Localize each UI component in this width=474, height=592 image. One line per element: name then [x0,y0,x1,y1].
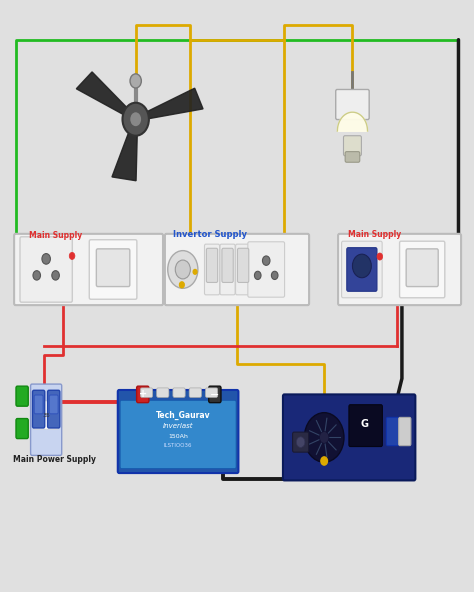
Circle shape [272,271,278,279]
FancyBboxPatch shape [209,386,221,403]
Circle shape [52,271,59,280]
Text: ILSTIOO36: ILSTIOO36 [164,443,192,448]
FancyBboxPatch shape [120,400,236,469]
Circle shape [321,457,328,465]
FancyBboxPatch shape [283,394,415,481]
FancyBboxPatch shape [33,390,45,428]
FancyBboxPatch shape [165,234,309,305]
Circle shape [130,74,141,88]
Circle shape [255,271,261,279]
FancyBboxPatch shape [205,388,218,397]
FancyBboxPatch shape [206,248,218,282]
Polygon shape [76,72,128,115]
Text: Tech_Gaurav: Tech_Gaurav [155,410,210,420]
FancyBboxPatch shape [34,401,59,429]
Circle shape [122,103,149,136]
Circle shape [42,253,50,264]
Circle shape [33,271,40,280]
FancyBboxPatch shape [49,395,58,414]
Polygon shape [112,130,137,181]
Circle shape [304,413,344,462]
Text: Main Supply: Main Supply [348,230,401,239]
FancyBboxPatch shape [248,242,284,297]
FancyBboxPatch shape [16,419,28,439]
FancyBboxPatch shape [34,395,43,414]
FancyBboxPatch shape [137,386,149,403]
FancyBboxPatch shape [89,240,137,299]
FancyBboxPatch shape [386,417,399,446]
Text: Main Power Supply: Main Power Supply [13,455,96,464]
FancyBboxPatch shape [347,247,377,291]
FancyBboxPatch shape [236,244,251,295]
Circle shape [353,254,371,278]
Text: Main Supply: Main Supply [29,231,82,240]
FancyBboxPatch shape [400,241,445,298]
Text: +: + [139,390,147,400]
FancyBboxPatch shape [336,89,369,120]
FancyBboxPatch shape [399,417,411,446]
Text: Inverlast: Inverlast [163,423,193,429]
FancyBboxPatch shape [349,405,383,446]
FancyBboxPatch shape [118,390,238,473]
Circle shape [193,269,197,274]
Circle shape [69,252,75,259]
FancyBboxPatch shape [96,249,130,287]
Circle shape [377,253,383,260]
FancyBboxPatch shape [140,388,153,397]
Polygon shape [146,88,203,118]
Circle shape [296,437,305,448]
FancyBboxPatch shape [156,388,169,397]
Polygon shape [337,112,367,131]
Circle shape [180,282,184,288]
FancyBboxPatch shape [237,248,249,282]
FancyBboxPatch shape [47,390,60,428]
Text: 35: 35 [42,413,50,417]
Circle shape [129,111,142,127]
FancyBboxPatch shape [344,136,361,156]
Circle shape [175,260,191,279]
FancyBboxPatch shape [406,249,438,287]
FancyBboxPatch shape [31,384,62,455]
Circle shape [168,250,198,288]
FancyBboxPatch shape [204,244,219,295]
FancyBboxPatch shape [14,234,163,305]
Text: 150Ah: 150Ah [168,434,188,439]
Circle shape [263,256,270,265]
FancyBboxPatch shape [189,388,201,397]
Text: Invertor Supply: Invertor Supply [173,230,247,239]
FancyBboxPatch shape [342,241,382,298]
FancyBboxPatch shape [222,248,233,282]
FancyBboxPatch shape [173,388,185,397]
FancyBboxPatch shape [220,244,235,295]
Text: −: − [210,390,219,400]
FancyBboxPatch shape [292,432,309,452]
FancyBboxPatch shape [338,234,461,305]
FancyBboxPatch shape [20,237,73,302]
FancyBboxPatch shape [16,386,28,406]
FancyBboxPatch shape [345,152,360,162]
Text: G: G [360,420,368,429]
Circle shape [319,432,329,443]
